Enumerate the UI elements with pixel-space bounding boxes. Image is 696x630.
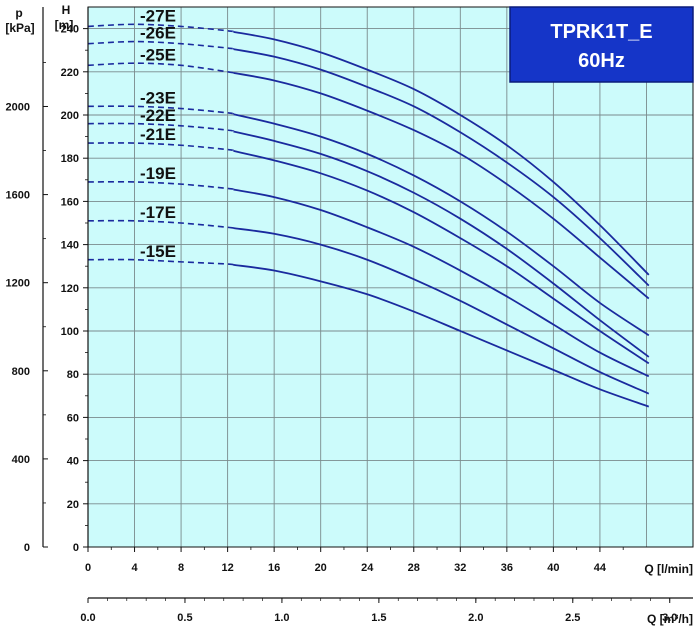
curve-15e-line (233, 263, 650, 408)
curve-25e-label: -25E (140, 45, 176, 64)
curve-19e-label: -19E (140, 164, 176, 183)
y2-tick-label: 0 (24, 542, 30, 554)
y2-axis-title: p (15, 6, 22, 20)
curve-25e-line (233, 71, 650, 300)
chart-subtitle: 60Hz (578, 50, 625, 72)
x2-tick-label: 2.0 (468, 612, 483, 624)
axes (42, 7, 693, 603)
x-tick-label: 16 (268, 562, 280, 574)
curve-27e-label: -27E (140, 6, 176, 25)
curve-17e-line (233, 227, 650, 395)
y-tick-label: 120 (61, 283, 79, 295)
y2-axis-unit: [kPa] (5, 21, 34, 35)
x-tick-label: 20 (315, 562, 327, 574)
y-tick-label: 100 (61, 326, 79, 338)
curve-15e-dashed (87, 258, 235, 266)
curve-19e-line (233, 188, 650, 378)
x-tick-label: 40 (547, 562, 559, 574)
curve-21e-line (233, 150, 650, 365)
chart-title: TPRK1T_E (550, 21, 652, 43)
curves (87, 23, 650, 408)
x-tick-label: 24 (361, 562, 374, 574)
curve-26e-line (233, 48, 650, 287)
curve-23e-dashed (87, 105, 235, 115)
curve-27e-dashed (87, 23, 235, 33)
curve-22e-dashed (87, 122, 235, 133)
x-tick-label: 44 (594, 562, 607, 574)
x-axis-title: Q [l/min] (644, 562, 693, 576)
x-tick-label: 32 (454, 562, 466, 574)
curve-23e-label: -23E (140, 89, 176, 108)
curve-22e-label: -22E (140, 106, 176, 125)
curve-26e-dashed (87, 40, 235, 50)
y-tick-label: 140 (61, 240, 79, 252)
x-tick-label: 4 (131, 562, 138, 574)
y2-tick-label: 2000 (6, 101, 30, 113)
y2-tick-label: 1600 (6, 190, 30, 202)
y-tick-label: 180 (61, 153, 79, 165)
curve-labels: -27E-26E -25E -23E-22E-21E -19E -17E -15E (140, 6, 176, 260)
y-tick-label: 240 (61, 24, 79, 36)
x2-tick-label: 0.0 (80, 612, 95, 624)
curve-25e-dashed (87, 62, 235, 74)
x-tick-label: 0 (85, 562, 91, 574)
y-tick-label: 160 (61, 196, 79, 208)
curve-21e-label: -21E (140, 125, 176, 144)
curve-22e-line (233, 130, 650, 358)
curve-27e-line (233, 30, 650, 276)
x2-tick-label: 2.5 (565, 612, 580, 624)
curve-21e-dashed (87, 142, 235, 152)
y-tick-label: 20 (67, 499, 79, 511)
x2-tick-label: 1.0 (274, 612, 289, 624)
curve-17e-dashed (87, 219, 235, 229)
x-tick-label: 28 (408, 562, 420, 574)
title-box: TPRK1T_E 60Hz (509, 6, 694, 83)
curve-23e-line (233, 113, 650, 337)
curve-15e-label: -15E (140, 242, 176, 261)
plot-area (88, 7, 693, 547)
x2-tick-label: 0.5 (177, 612, 192, 624)
y-tick-label: 80 (67, 369, 79, 381)
x-tick-label: 36 (501, 562, 513, 574)
title-box-background (509, 6, 694, 83)
x-tick-label: 12 (221, 562, 233, 574)
curve-19e-dashed (87, 181, 235, 191)
y2-tick-label: 800 (12, 366, 30, 378)
x-tick-label: 8 (178, 562, 184, 574)
curve-26e-label: -26E (140, 24, 176, 43)
y-tick-label: 40 (67, 456, 79, 468)
x2-tick-label: 1.5 (371, 612, 386, 624)
y2-tick-label: 1200 (6, 278, 30, 290)
tick-labels: 0204060801001201401601802002202400400800… (6, 24, 678, 624)
grid (87, 6, 694, 548)
y2-tick-label: 400 (12, 454, 30, 466)
y-tick-label: 60 (67, 412, 79, 424)
y-tick-label: 200 (61, 110, 79, 122)
y-axis-title: H (62, 3, 71, 17)
y-tick-label: 0 (73, 542, 79, 554)
y-tick-label: 220 (61, 67, 79, 79)
x2-tick-label: 3.0 (662, 612, 677, 624)
x2-axis-title: Q [m³/h] (647, 612, 693, 626)
y-axis-unit: [m] (55, 18, 74, 32)
curve-17e-label: -17E (140, 203, 176, 222)
